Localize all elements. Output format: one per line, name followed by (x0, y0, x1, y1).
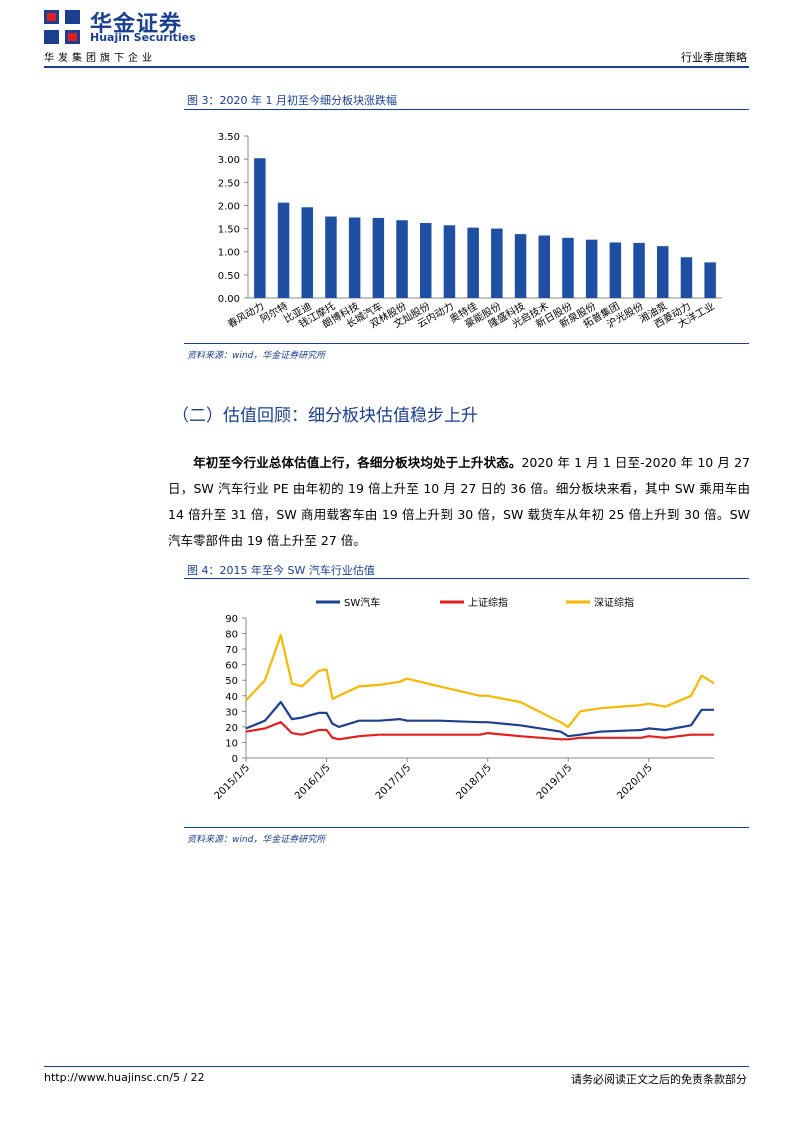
paragraph-text: 2020 年 1 月 1 日至-2020 年 10 月 27 日，SW 汽车行业… (168, 455, 750, 548)
bar (301, 207, 313, 298)
y-tick-label: 40 (225, 692, 238, 703)
bar (609, 242, 622, 298)
y-tick-label: 0.50 (218, 271, 240, 282)
bar (562, 237, 574, 298)
footer-disclaimer-note: 请务必阅读正文之后的免责条款部分 (571, 1073, 747, 1086)
y-tick-label: 80 (225, 630, 238, 641)
x-tick-label: 2016/1/5 (293, 762, 333, 802)
x-tick-label: 2018/1/5 (454, 762, 494, 802)
figure-4-top-rule (184, 578, 749, 579)
figure-3-title: 图 3：2020 年 1 月初至今细分板块涨跌幅 (187, 94, 397, 107)
section-heading: （二）估值回顾：细分板块估值稳步上升 (172, 406, 478, 426)
figure-3-bottom-rule (184, 343, 749, 344)
bar (254, 158, 266, 298)
y-tick-label: 2.00 (218, 201, 240, 212)
header-divider (44, 66, 749, 68)
bar (420, 223, 432, 298)
bar (491, 228, 503, 298)
bar (538, 235, 550, 298)
footer-url-page[interactable]: http://www.huajinsc.cn/5 / 22 (44, 1071, 205, 1084)
y-tick-label: 3.50 (218, 132, 240, 143)
x-tick-label: 2017/1/5 (374, 762, 414, 802)
x-tick-label: 2015/1/5 (213, 762, 253, 802)
y-tick-label: 90 (225, 614, 238, 625)
bar (396, 220, 408, 298)
bar (325, 216, 337, 298)
series-line (245, 721, 714, 741)
y-tick-label: 1.00 (218, 248, 240, 259)
y-tick-label: 30 (225, 707, 238, 718)
bar (467, 227, 479, 298)
series-line (245, 633, 715, 728)
figure-3-top-rule (184, 109, 749, 110)
footer-divider (44, 1066, 749, 1067)
report-type-label: 行业季度策略 (681, 51, 747, 64)
bar (443, 225, 456, 298)
logo-english-name: Huajin Securities (90, 31, 196, 44)
y-tick-label: 20 (225, 723, 238, 734)
logo-chinese-name: 华金证券 (90, 12, 183, 37)
huajin-logo-icon (44, 10, 80, 44)
bar (348, 217, 361, 298)
bar (585, 239, 598, 298)
y-tick-label: 0.00 (218, 294, 240, 305)
legend-label: SW汽车 (344, 596, 380, 609)
y-tick-label: 1.50 (218, 225, 240, 236)
figure-4-title: 图 4：2015 年至今 SW 汽车行业估值 (187, 564, 375, 577)
header-slogan: 华发集团旗下企业 (44, 53, 156, 64)
bar (704, 262, 716, 298)
bar (680, 257, 693, 298)
y-tick-label: 0 (232, 754, 238, 765)
bar (514, 234, 527, 298)
paragraph-lead: 年初至今行业总体估值上行，各细分板块均处于上升状态。 (193, 455, 522, 470)
body-paragraph: 年初至今行业总体估值上行，各细分板块均处于上升状态。2020 年 1 月 1 日… (168, 450, 750, 554)
bar (372, 217, 385, 298)
x-tick-label: 2020/1/5 (615, 762, 655, 802)
bar (277, 202, 290, 298)
figure-3-bar-chart: 0.000.501.001.502.002.503.003.50春风动力阿尔特比… (218, 132, 722, 331)
figure-4-bottom-rule (184, 827, 749, 828)
y-tick-label: 2.50 (218, 178, 240, 189)
bar (633, 242, 645, 298)
figure-3-source: 资料来源：wind，华金证券研究所 (187, 351, 326, 361)
bar (657, 246, 669, 298)
y-tick-label: 50 (225, 676, 238, 687)
y-tick-label: 70 (225, 645, 238, 656)
legend-label: 深证综指 (594, 596, 634, 609)
legend-label: 上证综指 (468, 596, 508, 609)
figure-4-source: 资料来源：wind，华金证券研究所 (187, 835, 326, 845)
y-tick-label: 10 (225, 738, 238, 749)
y-tick-label: 3.00 (218, 155, 240, 166)
figure-4-line-chart: 0 10 20 30 40 50 60 70 80 90 2015/1/5 2016/1/5 2017/… (213, 596, 715, 802)
series-line (245, 700, 714, 738)
y-tick-label: 60 (225, 661, 238, 672)
x-tick-label: 2019/1/5 (535, 762, 575, 802)
